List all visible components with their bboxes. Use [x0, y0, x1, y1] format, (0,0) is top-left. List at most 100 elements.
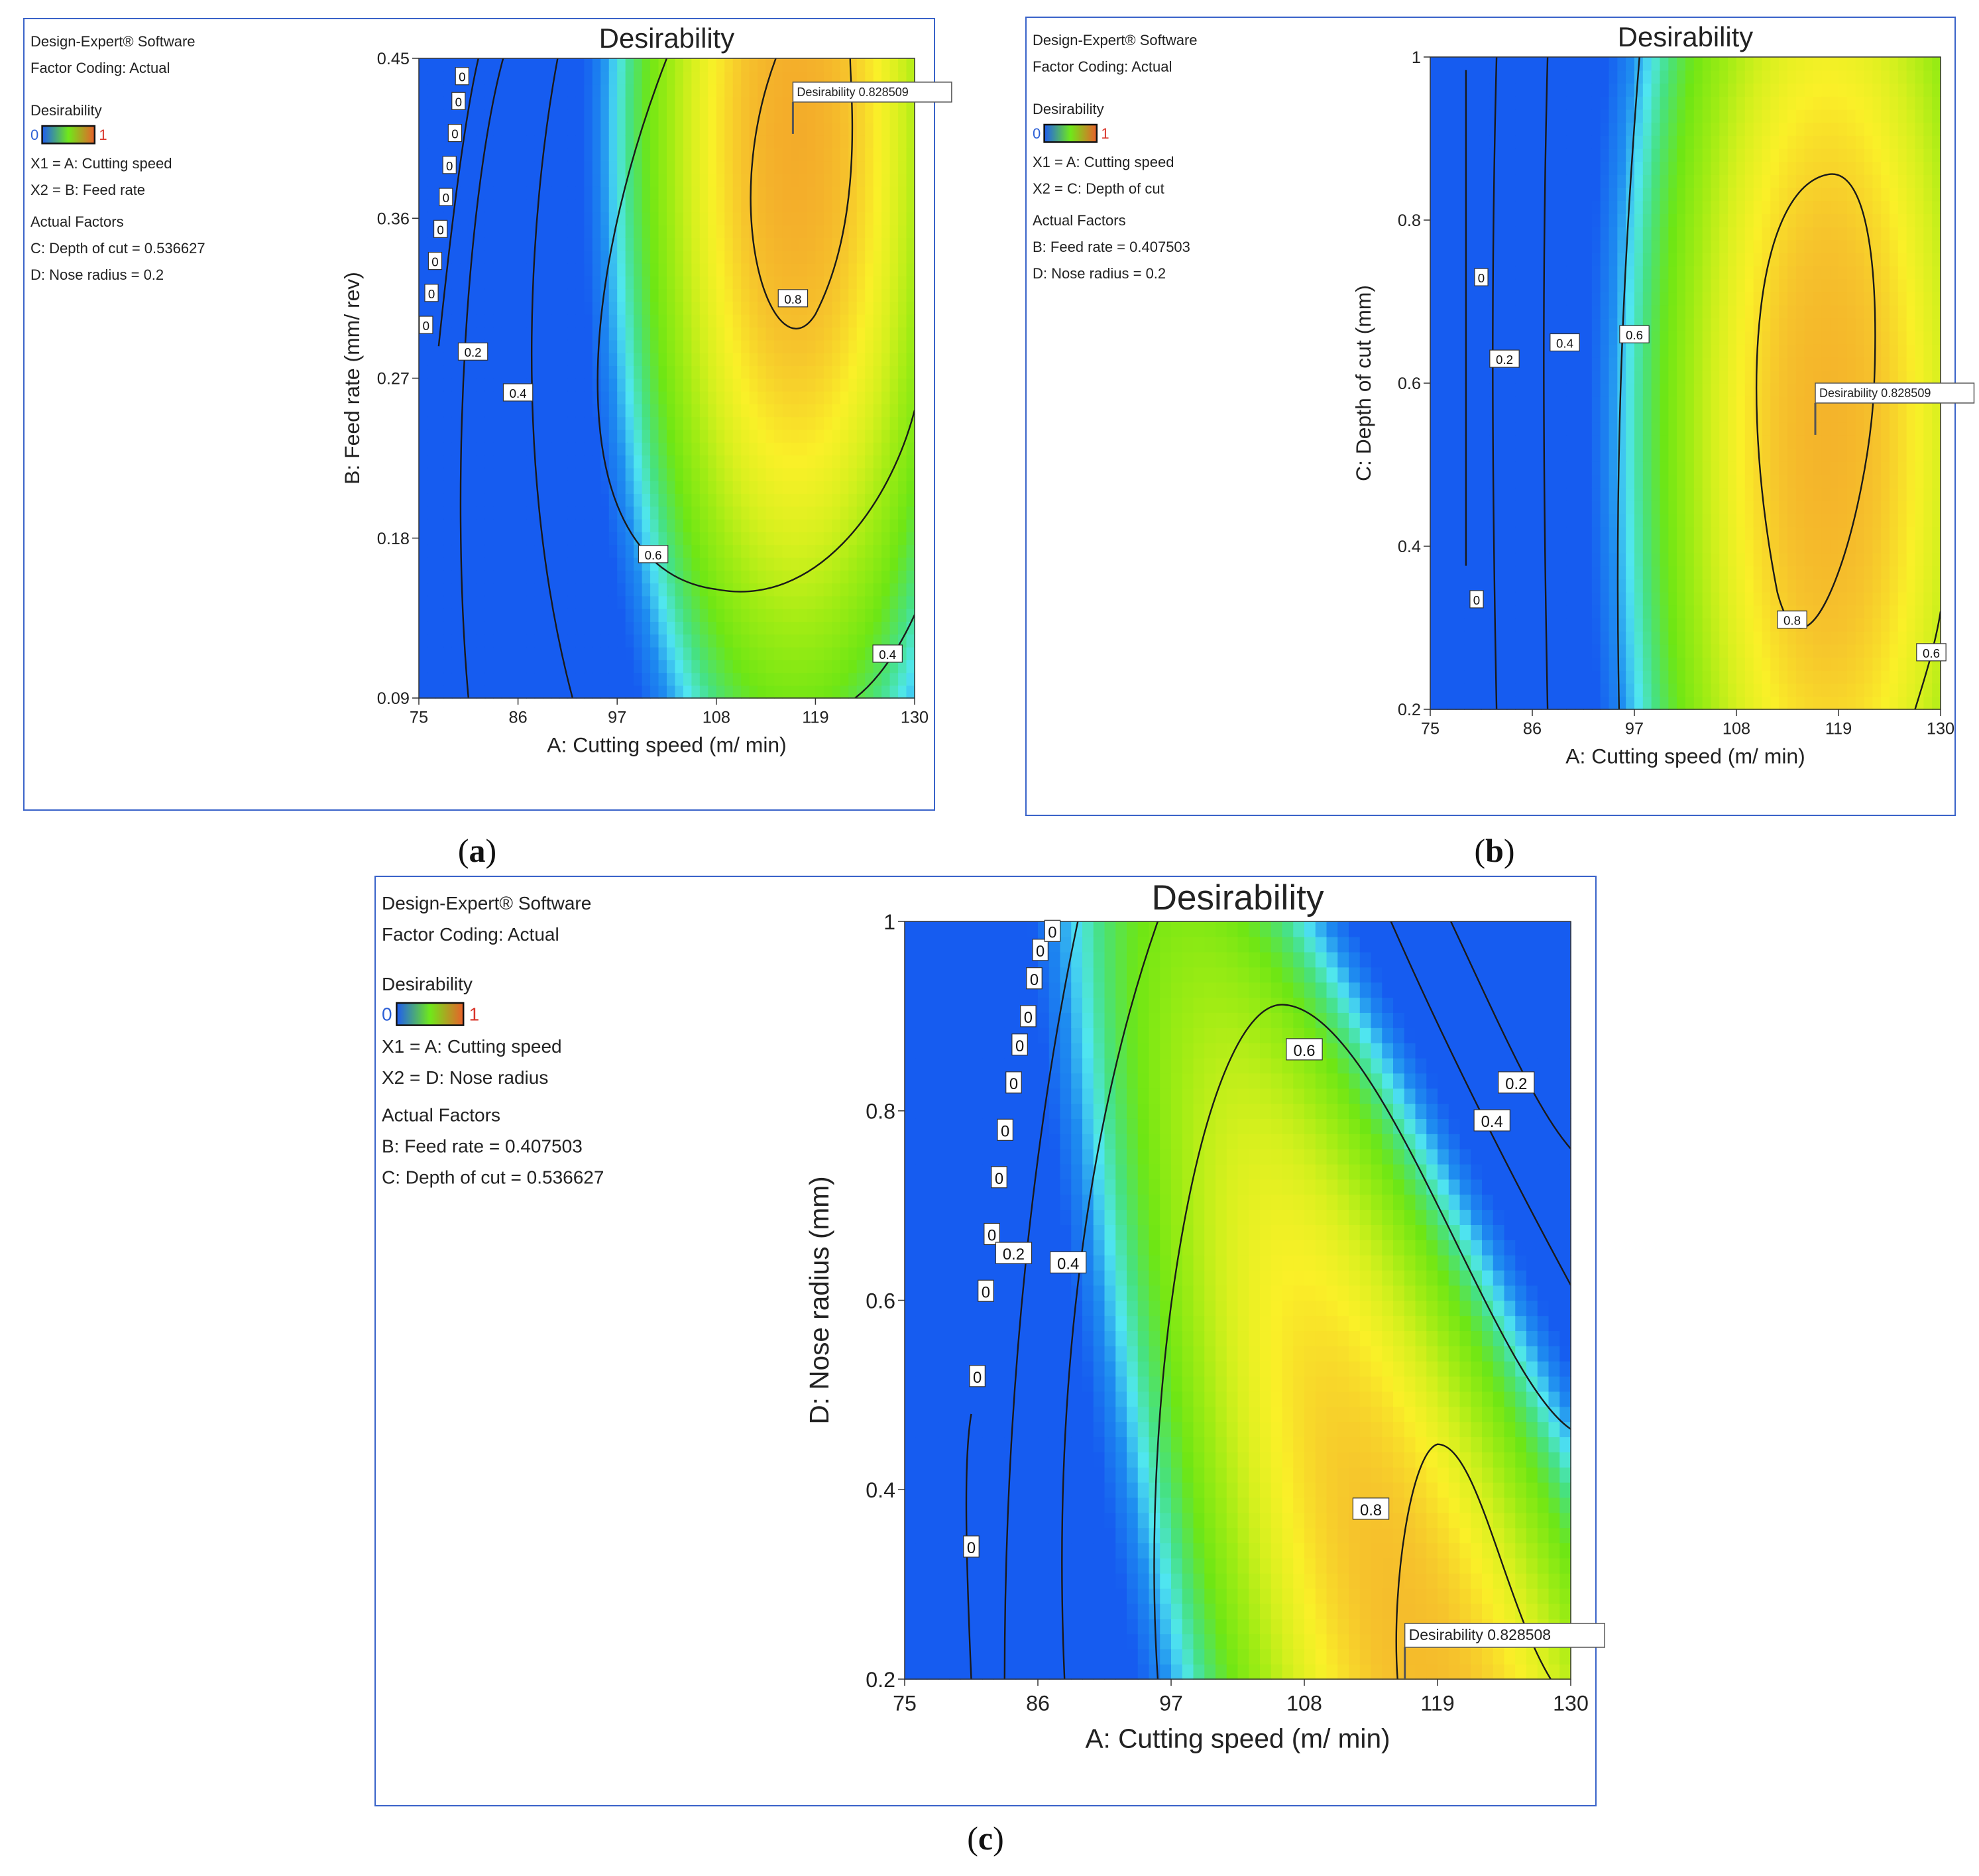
- heatmap-cell: [724, 660, 734, 674]
- heatmap-cell: [460, 378, 469, 392]
- heatmap-cell: [468, 173, 478, 187]
- heatmap-cell: [1583, 278, 1593, 293]
- heatmap-cell: [1489, 657, 1499, 671]
- heatmap-cell: [675, 173, 684, 187]
- heatmap-cell: [460, 518, 469, 532]
- heatmap-cell: [675, 685, 684, 699]
- heatmap-cell: [1506, 265, 1516, 280]
- heatmap-cell: [443, 634, 453, 648]
- heatmap-cell: [1515, 565, 1524, 579]
- heatmap-cell: [832, 224, 841, 238]
- heatmap-cell: [617, 211, 626, 225]
- heatmap-cell: [1481, 70, 1491, 84]
- heatmap-cell: [765, 148, 775, 162]
- heatmap-cell: [1685, 409, 1695, 423]
- heatmap-cell: [600, 416, 610, 430]
- heatmap-cell: [1711, 409, 1721, 423]
- heatmap-cell: [873, 660, 882, 674]
- heatmap-cell: [419, 122, 428, 136]
- heatmap-cell: [683, 237, 693, 251]
- heatmap-cell: [1540, 318, 1550, 332]
- heatmap-cell: [534, 314, 543, 328]
- heatmap-cell: [658, 211, 667, 225]
- heatmap-cell: [815, 173, 824, 187]
- heatmap-cell: [699, 224, 709, 238]
- heatmap-cell: [427, 352, 436, 366]
- heatmap-cell: [608, 378, 618, 392]
- heatmap-cell: [1532, 396, 1542, 410]
- heatmap-cell: [617, 96, 626, 110]
- heatmap-cell: [510, 96, 519, 110]
- heatmap-cell: [898, 557, 907, 571]
- heatmap-cell: [716, 301, 726, 315]
- heatmap-cell: [1591, 448, 1601, 462]
- heatmap-cell: [799, 186, 808, 200]
- heatmap-cell: [1583, 343, 1593, 358]
- heatmap-cell: [1591, 200, 1601, 214]
- heatmap-cell: [1557, 148, 1567, 162]
- heatmap-cell: [683, 109, 693, 123]
- heatmap-cell: [592, 122, 602, 136]
- heatmap-cell: [484, 608, 494, 622]
- heatmap-cell: [782, 544, 791, 558]
- heatmap-cell: [501, 237, 510, 251]
- heatmap-cell: [1455, 265, 1465, 280]
- heatmap-cell: [1711, 513, 1721, 528]
- heatmap-cell: [1719, 253, 1728, 266]
- heatmap-cell: [708, 544, 717, 558]
- heatmap-cell: [1685, 226, 1695, 241]
- heatmap-cell: [1557, 292, 1567, 306]
- heatmap-cell: [1744, 239, 1754, 253]
- heatmap-cell: [848, 211, 858, 225]
- heatmap-cell: [758, 148, 767, 162]
- heatmap-cell: [501, 327, 510, 341]
- heatmap-cell: [1506, 591, 1516, 606]
- heatmap-cell: [1711, 435, 1721, 449]
- heatmap-cell: [551, 109, 560, 123]
- heatmap-cell: [1744, 253, 1754, 266]
- heatmap-cell: [691, 621, 701, 635]
- heatmap-cell: [1447, 552, 1457, 567]
- heatmap-cell: [600, 390, 610, 404]
- heatmap-cell: [881, 455, 891, 469]
- heatmap-cell: [1626, 552, 1635, 567]
- heatmap-cell: [716, 390, 726, 404]
- heatmap-cell: [625, 84, 634, 97]
- heatmap-cell: [774, 339, 783, 353]
- heatmap-cell: [1711, 657, 1721, 671]
- heatmap-cell: [551, 544, 560, 558]
- heatmap-cell: [1719, 161, 1728, 175]
- heatmap-cell: [1744, 161, 1754, 175]
- heatmap-cell: [1711, 487, 1721, 501]
- heatmap-cell: [774, 224, 783, 238]
- heatmap-cell: [791, 390, 800, 404]
- heatmap-cell: [592, 442, 602, 456]
- heatmap-cell: [832, 467, 841, 481]
- heatmap-cell: [1609, 565, 1618, 579]
- heatmap-cell: [534, 276, 543, 290]
- heatmap-cell: [1540, 70, 1550, 84]
- heatmap-cell: [732, 263, 742, 276]
- heatmap-cell: [1617, 135, 1626, 149]
- heatmap-cell: [683, 263, 693, 276]
- heatmap-cell: [1489, 396, 1499, 410]
- heatmap-cell: [1693, 57, 1703, 71]
- heatmap-cell: [1532, 226, 1542, 241]
- heatmap-cell: [1498, 213, 1508, 227]
- heatmap-cell: [551, 416, 560, 430]
- heatmap-cell: [1600, 552, 1610, 567]
- heatmap-cell: [468, 404, 478, 418]
- heatmap-cell: [741, 595, 750, 609]
- heatmap-cell: [683, 224, 693, 238]
- heatmap-cell: [634, 672, 643, 686]
- heatmap-cell: [840, 327, 850, 341]
- heatmap-cell: [650, 211, 659, 225]
- heatmap-cell: [1702, 630, 1712, 645]
- heatmap-cell: [1719, 187, 1728, 202]
- heatmap-cell: [484, 467, 494, 481]
- heatmap-cell: [551, 467, 560, 481]
- heatmap-cell: [551, 532, 560, 546]
- heatmap-cell: [1532, 591, 1542, 606]
- heatmap-cell: [667, 365, 676, 379]
- heatmap-cell: [1728, 292, 1737, 306]
